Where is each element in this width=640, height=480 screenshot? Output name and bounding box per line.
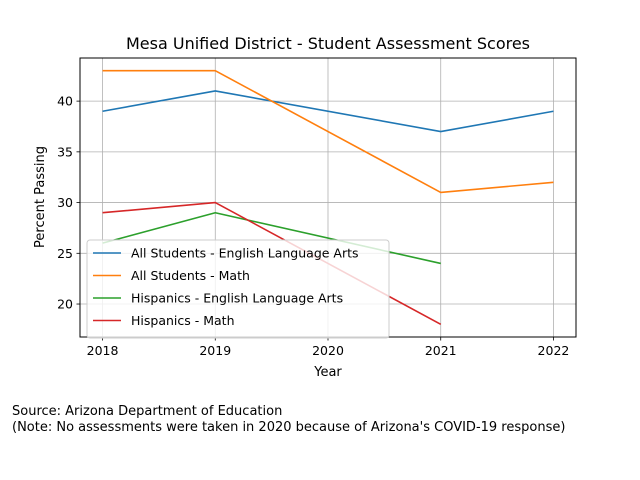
x-tick-label: 2020 xyxy=(312,343,344,358)
source-text: Source: Arizona Department of Education xyxy=(12,404,283,419)
legend-label: All Students - Math xyxy=(131,268,250,283)
y-tick-label: 25 xyxy=(57,246,73,261)
x-tick-label: 2019 xyxy=(199,343,231,358)
y-tick-label: 40 xyxy=(57,94,73,109)
legend-box xyxy=(86,239,390,339)
x-axis-label: Year xyxy=(313,365,342,380)
source-footnote: Source: Arizona Department of Education … xyxy=(12,404,565,436)
axis-ticks: 2018 2019 2020 2021 2022 20 25 30 35 40 xyxy=(57,94,569,358)
y-tick-label: 30 xyxy=(57,195,73,210)
legend-label: Hispanics - Math xyxy=(131,313,235,328)
legend: All Students - English Language Arts All … xyxy=(86,239,390,339)
series-line-2 xyxy=(102,69,554,194)
legend-label: All Students - English Language Arts xyxy=(131,246,359,261)
y-axis-label: Percent Passing xyxy=(33,146,48,248)
series-line-1 xyxy=(102,90,554,133)
legend-label: Hispanics - English Language Arts xyxy=(131,291,343,306)
covid-note-text: (Note: No assessments were taken in 2020… xyxy=(12,420,566,435)
y-tick-label: 35 xyxy=(57,144,73,159)
x-tick-label: 2022 xyxy=(538,343,570,358)
chart-title: Mesa Unified District - Student Assessme… xyxy=(126,34,530,53)
y-tick-label: 20 xyxy=(57,297,73,312)
x-tick-label: 2021 xyxy=(425,343,457,358)
x-tick-label: 2018 xyxy=(87,343,119,358)
